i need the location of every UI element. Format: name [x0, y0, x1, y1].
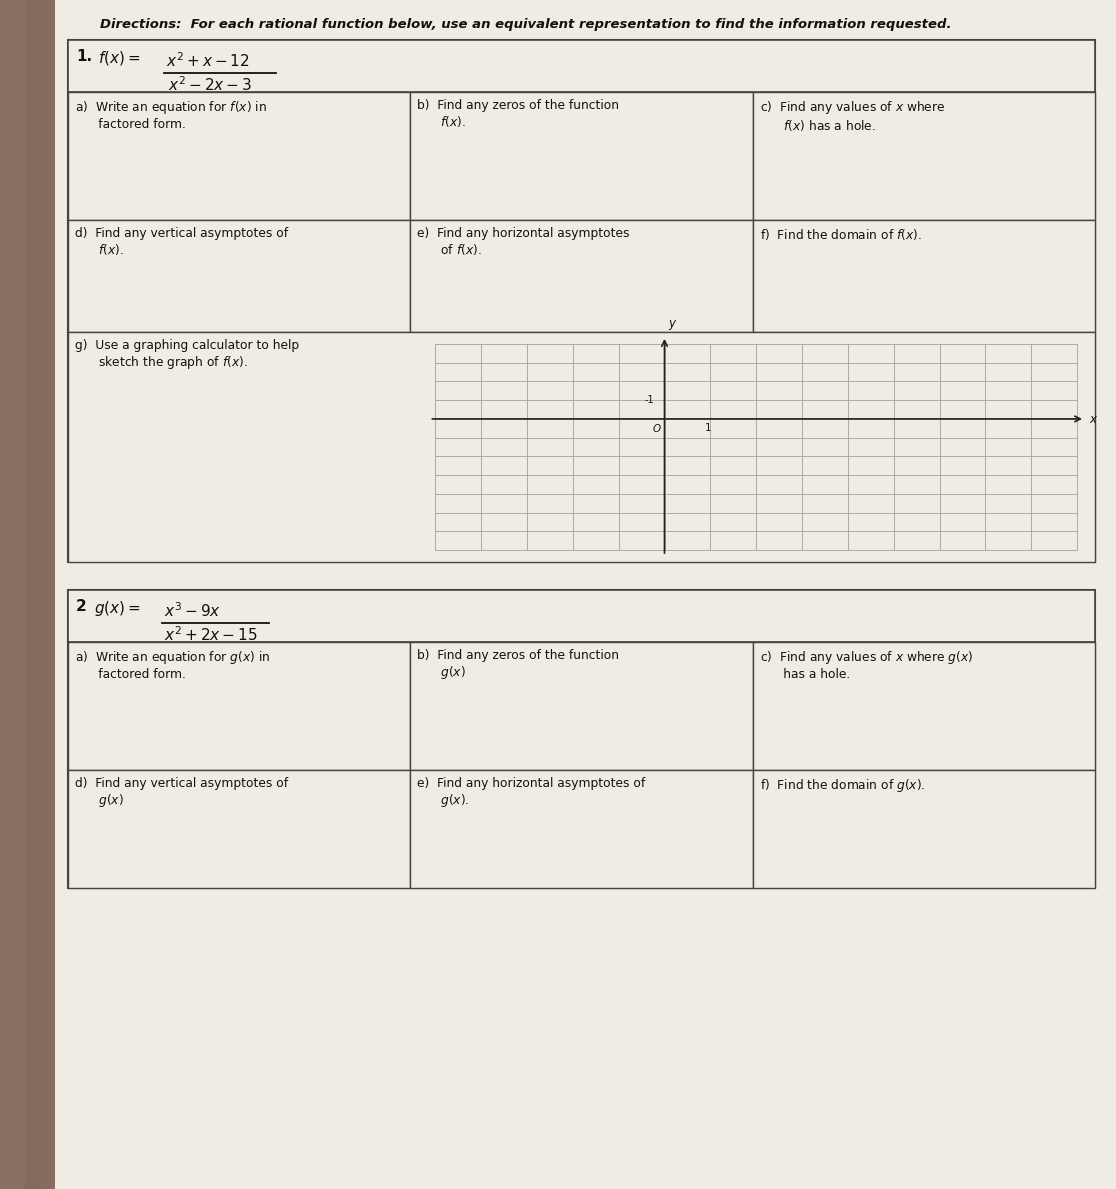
- Bar: [68, 92, 411, 220]
- Bar: [411, 770, 752, 888]
- Bar: [68, 590, 1095, 642]
- Text: $x$: $x$: [1089, 413, 1098, 426]
- Text: $x^2-2x-3$: $x^2-2x-3$: [169, 75, 252, 94]
- Bar: [411, 642, 752, 770]
- Text: 1: 1: [705, 423, 712, 433]
- Bar: [752, 770, 1095, 888]
- Bar: [68, 220, 411, 332]
- Text: $x^2+x-12$: $x^2+x-12$: [166, 51, 250, 70]
- Text: c)  Find any values of $x$ where
      $f(x)$ has a hole.: c) Find any values of $x$ where $f(x)$ h…: [760, 99, 945, 133]
- Text: Directions:  For each rational function below, use an equivalent representation : Directions: For each rational function b…: [100, 18, 952, 31]
- Text: $f(x)=$: $f(x)=$: [98, 49, 141, 67]
- Bar: [0, 0, 55, 1189]
- Text: $y$: $y$: [667, 317, 677, 332]
- Bar: [411, 92, 752, 220]
- Text: b)  Find any zeros of the function
      $f(x)$.: b) Find any zeros of the function $f(x)$…: [417, 99, 619, 130]
- Bar: [752, 220, 1095, 332]
- Text: a)  Write an equation for $g(x)$ in
      factored form.: a) Write an equation for $g(x)$ in facto…: [75, 649, 270, 681]
- Bar: [68, 770, 411, 888]
- Bar: [68, 40, 1095, 92]
- Bar: [752, 642, 1095, 770]
- Text: c)  Find any values of $x$ where $g(x)$
      has a hole.: c) Find any values of $x$ where $g(x)$ h…: [760, 649, 973, 681]
- Text: 2: 2: [76, 599, 87, 614]
- Text: f)  Find the domain of $g(x)$.: f) Find the domain of $g(x)$.: [760, 776, 925, 794]
- Text: d)  Find any vertical asymptotes of
      $g(x)$: d) Find any vertical asymptotes of $g(x)…: [75, 776, 288, 810]
- Text: g)  Use a graphing calculator to help
      sketch the graph of $f(x)$.: g) Use a graphing calculator to help ske…: [75, 339, 299, 371]
- Text: a)  Write an equation for $f(x)$ in
      factored form.: a) Write an equation for $f(x)$ in facto…: [75, 99, 267, 131]
- Bar: [68, 40, 1095, 562]
- Text: $O$: $O$: [653, 422, 662, 434]
- Bar: [752, 92, 1095, 220]
- Bar: [68, 590, 1095, 888]
- Text: f)  Find the domain of $f(x)$.: f) Find the domain of $f(x)$.: [760, 227, 922, 243]
- Text: b)  Find any zeros of the function
      $g(x)$: b) Find any zeros of the function $g(x)$: [417, 649, 619, 681]
- Text: 1.: 1.: [76, 49, 93, 64]
- Text: e)  Find any horizontal asymptotes of
      $g(x)$.: e) Find any horizontal asymptotes of $g(…: [417, 776, 645, 810]
- Text: d)  Find any vertical asymptotes of
      $f(x)$.: d) Find any vertical asymptotes of $f(x)…: [75, 227, 288, 257]
- Bar: [411, 220, 752, 332]
- Bar: [68, 332, 1095, 562]
- Text: -1: -1: [645, 395, 654, 405]
- Bar: [68, 642, 411, 770]
- Text: $g(x)=$: $g(x)=$: [94, 599, 141, 618]
- Text: e)  Find any horizontal asymptotes
      of $f(x)$.: e) Find any horizontal asymptotes of $f(…: [417, 227, 629, 257]
- Text: $x^2+2x-15$: $x^2+2x-15$: [164, 625, 258, 643]
- Text: $x^3-9x$: $x^3-9x$: [164, 600, 221, 619]
